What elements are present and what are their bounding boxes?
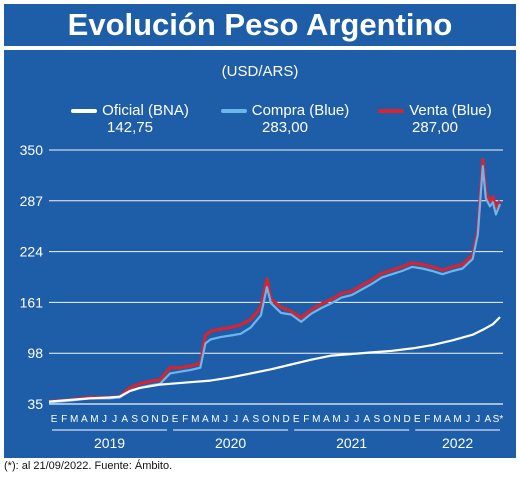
x-month-label: S <box>374 414 381 425</box>
x-year-label: 2020 <box>215 435 246 451</box>
x-month-label: S <box>131 414 138 425</box>
series-compra-line <box>48 165 502 404</box>
legend-venta: Venta (Blue) 287,00 <box>360 102 510 136</box>
x-month-label: J <box>354 414 359 425</box>
x-month-label: A <box>121 414 128 425</box>
legend-name-compra: Compra (Blue) <box>251 102 350 119</box>
x-month-label: N <box>151 414 158 425</box>
x-month-label: F <box>303 414 309 425</box>
x-month-label: J <box>233 414 238 425</box>
legend-swatch-oficial <box>71 109 98 114</box>
legend-name-venta: Venta (Blue) <box>409 102 492 119</box>
x-month-label: M <box>453 414 461 425</box>
legend-oficial: Oficial (BNA) 142,75 <box>50 102 210 136</box>
legend-value-compra: 283,00 <box>262 119 308 136</box>
x-month-label: E <box>414 414 421 425</box>
unit-label: (USD/ARS) <box>221 63 299 80</box>
x-month-label: D <box>161 414 168 425</box>
x-month-label: O <box>383 414 391 425</box>
legend-name-oficial: Oficial (BNA) <box>102 102 189 119</box>
x-month-label: A <box>485 414 492 425</box>
x-month-label: M <box>90 414 98 425</box>
footnote: (*): al 21/09/2022. Fuente: Ámbito. <box>4 460 173 472</box>
x-month-label: E <box>172 414 179 425</box>
chart-title: Evolución Peso Argentino <box>4 4 516 46</box>
x-month-label: S* <box>493 414 504 425</box>
legend-value-venta: 287,00 <box>412 119 458 136</box>
legend-swatch-venta <box>378 109 405 114</box>
x-month-label: J <box>465 414 470 425</box>
x-month-label: F <box>182 414 188 425</box>
x-month-label: D <box>282 414 289 425</box>
x-month-label: A <box>202 414 209 425</box>
x-month-label: A <box>81 414 88 425</box>
series-oficial-line <box>48 316 501 403</box>
series-venta-line <box>48 158 502 404</box>
x-month-label: J <box>475 414 480 425</box>
x-year-label: 2021 <box>336 435 367 451</box>
x-month-label: J <box>102 414 107 425</box>
x-month-label: A <box>363 414 370 425</box>
y-tick-label: 98 <box>27 345 43 361</box>
legend-swatch-compra <box>220 109 247 114</box>
x-month-label: O <box>141 414 149 425</box>
legend-value-oficial: 142,75 <box>107 119 153 136</box>
chart-panel <box>4 50 516 458</box>
x-month-label: A <box>323 414 330 425</box>
x-month-label: E <box>293 414 300 425</box>
x-month-label: N <box>393 414 400 425</box>
x-month-label: N <box>272 414 279 425</box>
x-month-label: M <box>70 414 78 425</box>
x-year-label: 2019 <box>94 435 125 451</box>
y-tick-label: 161 <box>20 294 44 310</box>
x-month-label: A <box>444 414 451 425</box>
y-tick-label: 350 <box>20 142 44 158</box>
x-month-label: O <box>262 414 270 425</box>
x-month-label: F <box>424 414 430 425</box>
y-tick-label: 287 <box>20 193 44 209</box>
x-year-label: 2022 <box>442 435 473 451</box>
x-month-label: F <box>61 414 67 425</box>
x-month-label: E <box>51 414 58 425</box>
x-month-label: J <box>112 414 117 425</box>
legend-compra: Compra (Blue) 283,00 <box>210 102 360 136</box>
x-month-label: J <box>344 414 349 425</box>
x-month-label: M <box>332 414 340 425</box>
y-tick-label: 35 <box>27 396 43 412</box>
x-month-label: S <box>252 414 259 425</box>
x-month-label: M <box>191 414 199 425</box>
x-month-label: M <box>433 414 441 425</box>
x-month-label: D <box>404 414 411 425</box>
x-month-label: J <box>223 414 228 425</box>
x-month-label: M <box>211 414 219 425</box>
x-month-label: A <box>242 414 249 425</box>
y-tick-label: 224 <box>20 244 44 260</box>
x-month-label: M <box>312 414 320 425</box>
